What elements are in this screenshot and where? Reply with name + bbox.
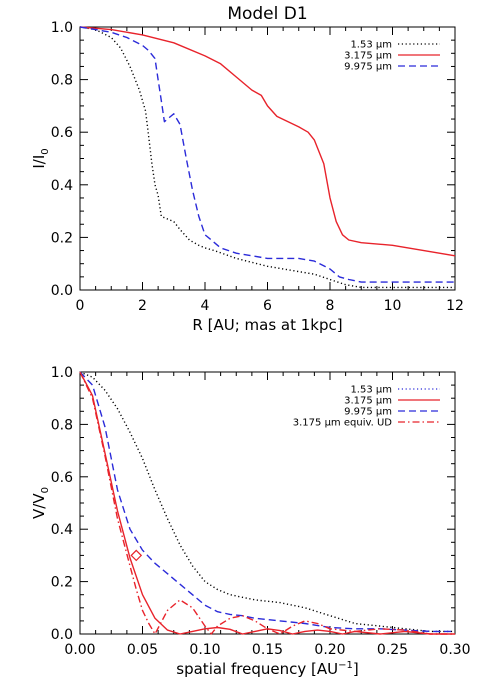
bottom-legend-label-1: 3.175 μm bbox=[344, 396, 392, 407]
top-x-tick-label: 10 bbox=[384, 298, 402, 314]
bottom-legend-label-0: 1.53 μm bbox=[350, 385, 392, 396]
bottom-x-tick-label: 0.20 bbox=[314, 642, 345, 658]
top-panel: 0 2 4 6 8 10 12 0.0 0.2 0.4 0.6 0.8 1.0 1.53 μm3.175 … bbox=[30, 4, 464, 334]
bottom-y-axis-label-base: V/V bbox=[30, 493, 48, 519]
bottom-series-line-0 bbox=[79, 371, 455, 633]
bottom-x-axis-label-end: ] bbox=[353, 660, 359, 678]
bottom-y-tick-label: 0.6 bbox=[51, 470, 73, 486]
top-y-tick-label: 0.6 bbox=[51, 125, 73, 141]
bottom-x-tick-label: 0.10 bbox=[189, 642, 220, 658]
top-legend-label-2: 9.975 μm bbox=[344, 62, 392, 73]
top-y-tick-label: 0.8 bbox=[51, 73, 73, 89]
top-x-tick-label: 4 bbox=[201, 298, 210, 314]
top-x-tick-label: 12 bbox=[446, 298, 464, 314]
bottom-y-tick-label: 0.2 bbox=[51, 575, 73, 591]
bottom-panel: 0.00 0.05 0.10 0.15 0.20 0.25 0.30 0.0 0.2 0.4 0.6… bbox=[30, 365, 471, 678]
bottom-y-axis-label: V/V0 bbox=[30, 487, 51, 519]
top-x-tick-label: 8 bbox=[326, 298, 335, 314]
bottom-diamond-marker bbox=[130, 549, 143, 562]
top-y-axis-label-base: I/I bbox=[30, 155, 48, 169]
bottom-x-axis-label-base: spatial frequency [AU bbox=[176, 660, 338, 678]
bottom-x-tick-label: 0.25 bbox=[377, 642, 408, 658]
top-legend-label-1: 3.175 μm bbox=[344, 51, 392, 62]
bottom-legend-label-2: 9.975 μm bbox=[344, 407, 392, 418]
top-x-tick-label: 0 bbox=[76, 298, 85, 314]
top-series-line-0 bbox=[79, 26, 455, 289]
bottom-y-tick-label: 0.8 bbox=[51, 417, 73, 433]
top-y-tick-label: 0.4 bbox=[51, 178, 73, 194]
bottom-x-axis-label: spatial frequency [AU−1] bbox=[176, 660, 358, 678]
top-legend-label-0: 1.53 μm bbox=[350, 40, 392, 51]
top-series-line-1 bbox=[79, 26, 456, 257]
bottom-x-tick-label: 0.05 bbox=[127, 642, 158, 658]
bottom-x-tick-label: 0.00 bbox=[64, 642, 95, 658]
bottom-series-line-1 bbox=[79, 371, 455, 635]
top-y-axis-label-sub: 0 bbox=[40, 148, 51, 154]
bottom-series-line-2 bbox=[79, 371, 455, 633]
bottom-x-axis-label-sup: −1 bbox=[338, 660, 353, 671]
top-x-tick-label: 6 bbox=[263, 298, 272, 314]
top-y-axis-label: I/I0 bbox=[30, 148, 51, 168]
bottom-y-tick-label: 0.4 bbox=[51, 522, 73, 538]
top-y-tick-label: 0.2 bbox=[51, 230, 73, 246]
bottom-y-tick-label: 0.0 bbox=[51, 627, 73, 643]
top-x-tick-label: 2 bbox=[138, 298, 147, 314]
bottom-x-tick-label: 0.15 bbox=[252, 642, 283, 658]
top-y-tick-label: 1.0 bbox=[51, 20, 73, 36]
bottom-legend-label-3: 3.175 μm equiv. UD bbox=[293, 418, 393, 429]
top-x-axis-label: R [AU; mas at 1kpc] bbox=[192, 316, 342, 334]
top-series-line-2 bbox=[79, 26, 455, 283]
bottom-y-tick-label: 1.0 bbox=[51, 365, 73, 381]
top-y-tick-label: 0.0 bbox=[51, 283, 73, 299]
bottom-y-axis-label-sub: 0 bbox=[40, 487, 51, 493]
top-chart-title: Model D1 bbox=[227, 4, 307, 24]
bottom-x-tick-label: 0.30 bbox=[439, 642, 470, 658]
